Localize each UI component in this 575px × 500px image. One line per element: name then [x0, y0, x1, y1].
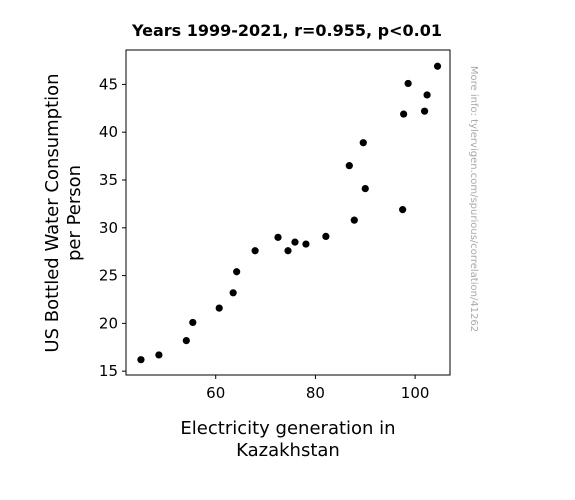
x-tick-label: 100 [401, 384, 430, 402]
y-tick-label: 45 [99, 75, 118, 93]
data-point [400, 110, 408, 118]
y-tick-label: 15 [99, 362, 118, 380]
data-point [433, 62, 442, 70]
data-points [137, 62, 442, 364]
data-point [359, 139, 367, 147]
data-point [350, 216, 358, 224]
chart-title: Years 1999-2021, r=0.955, p<0.01 [131, 21, 442, 40]
data-point [322, 232, 330, 240]
data-point [423, 91, 431, 99]
y-tick-label: 25 [99, 267, 118, 285]
data-point [182, 336, 190, 345]
data-point [233, 268, 241, 276]
data-point [229, 289, 237, 297]
data-point [361, 185, 369, 193]
data-point [274, 233, 282, 241]
plot-axes: 60 80 100 15 20 25 30 35 40 45 [99, 49, 451, 402]
data-point [137, 356, 145, 364]
data-point [189, 318, 197, 327]
data-point [291, 238, 299, 246]
y-tick-label: 20 [99, 314, 118, 332]
y-tick-label: 35 [99, 171, 118, 189]
x-axis-label-line-2: Kazakhstan [236, 440, 340, 461]
y-axis-label: US Bottled Water Consumption per Person [42, 73, 85, 352]
data-point [155, 351, 163, 359]
data-point [284, 247, 292, 255]
x-tick-label: 60 [206, 384, 225, 402]
plot-frame [125, 49, 451, 376]
data-point [302, 240, 310, 248]
watermark-text: More info: tylervigen.com/spurious/corre… [468, 66, 479, 332]
x-axis-label-line-1: Electricity generation in [180, 418, 395, 439]
data-point [215, 304, 223, 312]
y-axis-label-line-1: US Bottled Water Consumption [42, 73, 63, 352]
y-axis-label-line-2: per Person [64, 165, 85, 261]
data-point [399, 206, 407, 214]
data-point [404, 79, 412, 88]
data-point [420, 107, 429, 115]
data-point [251, 247, 259, 255]
data-point [345, 162, 353, 170]
y-tick-label: 30 [99, 219, 118, 237]
x-tick-label: 80 [306, 384, 325, 402]
y-tick-label: 40 [99, 123, 118, 141]
